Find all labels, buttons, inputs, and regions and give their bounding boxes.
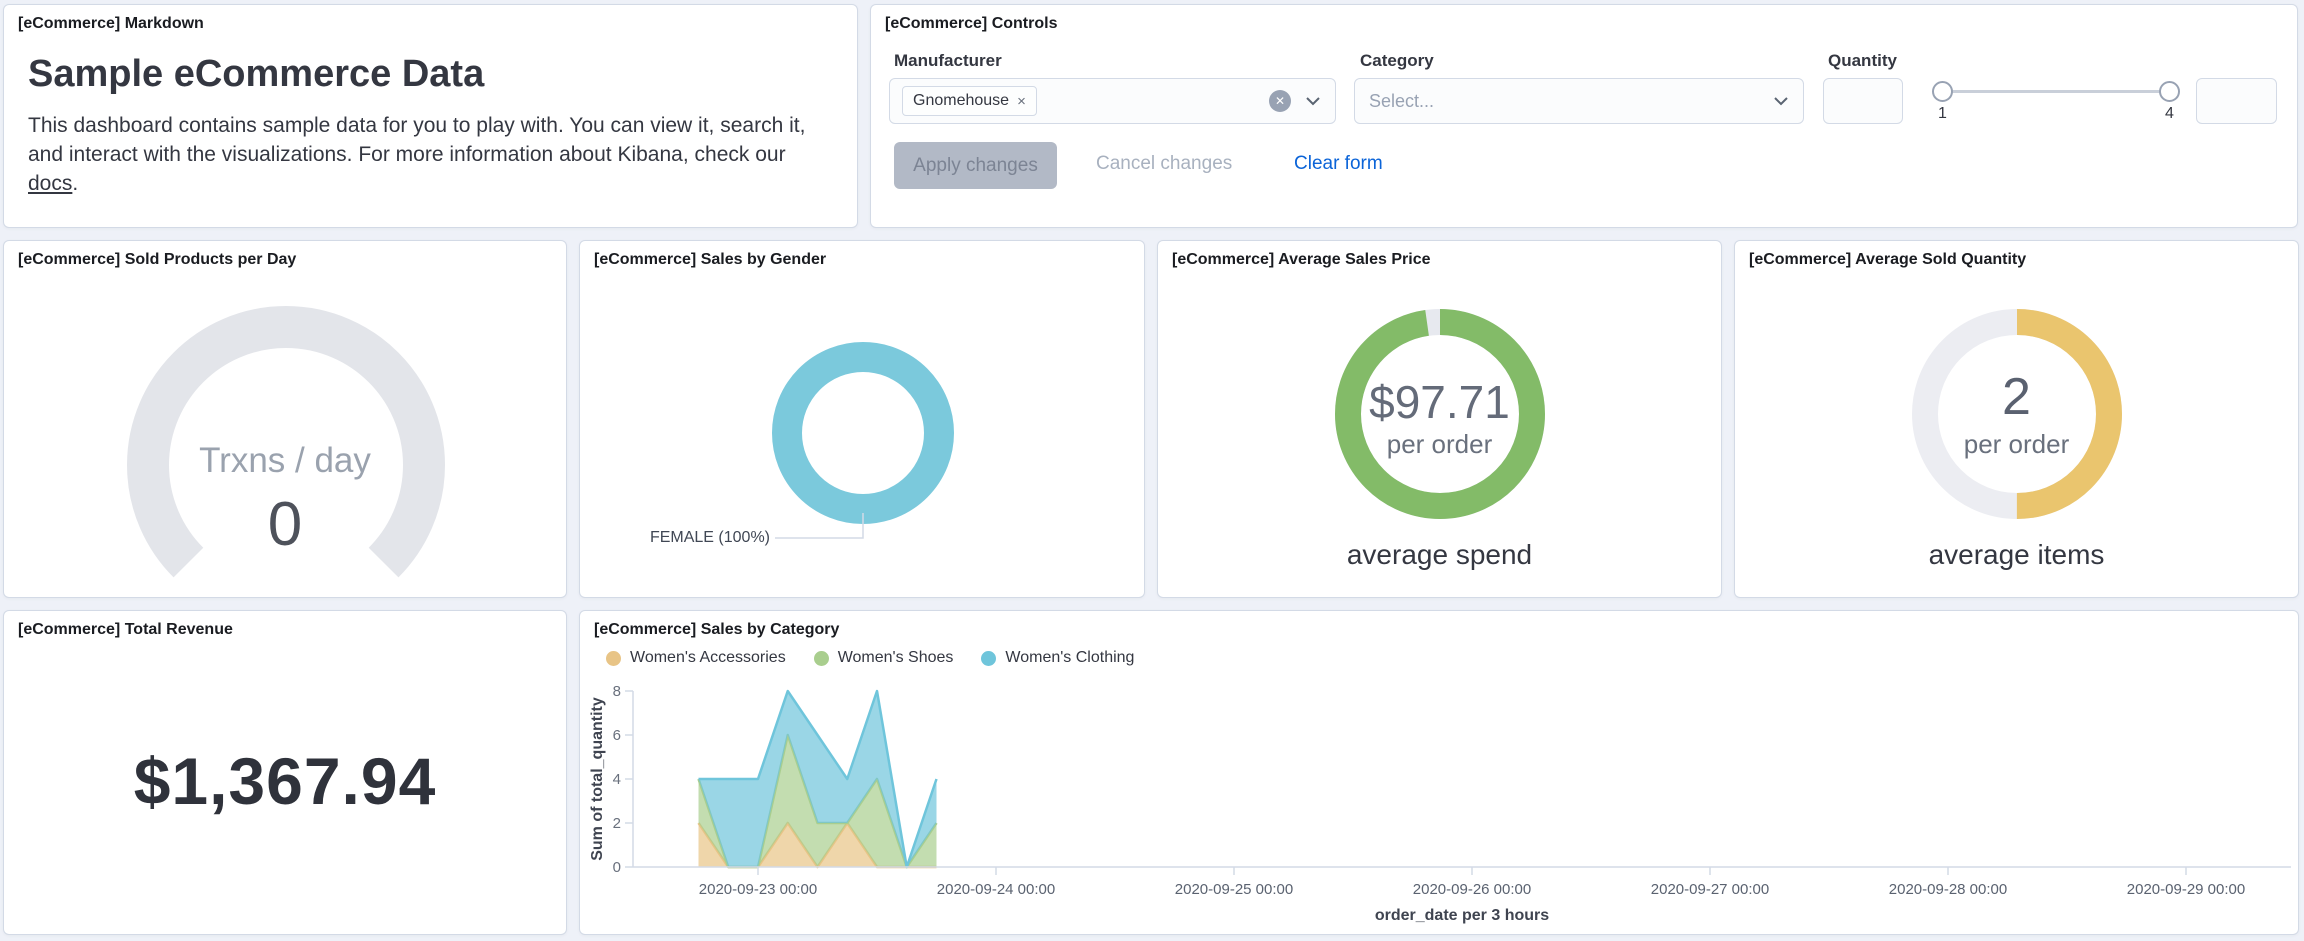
panel-markdown: [eCommerce] Markdown Sample eCommerce Da… [3, 4, 858, 228]
panel-title: [eCommerce] Average Sold Quantity [1749, 251, 2027, 268]
quantity-slider-track[interactable] [1938, 90, 2172, 93]
cancel-changes-button[interactable]: Cancel changes [1096, 153, 1233, 174]
legend-dot-icon [813, 650, 829, 666]
price-unit: per order [1386, 429, 1493, 459]
panel-title: [eCommerce] Sales by Category [594, 621, 840, 638]
manufacturer-combobox[interactable]: Gnomehouse × ✕ [889, 78, 1336, 124]
chevron-down-icon[interactable] [1305, 96, 1321, 106]
panel-title: [eCommerce] Markdown [18, 15, 204, 32]
goal-progress-ring [1912, 309, 2122, 519]
quantity-slider-handle-max[interactable] [2159, 81, 2180, 102]
manufacturer-selected-pill[interactable]: Gnomehouse × [902, 86, 1037, 116]
panel-title: [eCommerce] Average Sales Price [1172, 251, 1431, 268]
area-series-0 [698, 823, 937, 867]
panel-sales-by-category: [eCommerce] Sales by Category Women's Ac… [579, 610, 2299, 935]
quantity-max-tick: 4 [2165, 105, 2174, 122]
clear-form-button[interactable]: Clear form [1294, 153, 1383, 174]
gender-donut-slice[interactable] [772, 342, 954, 524]
gauge-chart [127, 306, 445, 578]
quantity-value: 2 [2002, 368, 2031, 426]
svg-text:4: 4 [613, 771, 621, 788]
gauge-arc [127, 306, 445, 578]
category-placeholder: Select... [1369, 91, 1435, 111]
legend-dot-icon [981, 650, 997, 666]
gauge-metric-label: Trxns / day [199, 441, 371, 480]
legend-item-clothing[interactable]: Women's Clothing [981, 649, 1134, 667]
price-goal-chart [1335, 309, 1545, 519]
quantity-caption: average items [1928, 539, 2105, 570]
quantity-min-tick: 1 [1938, 105, 1947, 122]
markdown-heading: Sample eCommerce Data [28, 53, 485, 95]
svg-text:6: 6 [613, 727, 621, 744]
goal-progress-ring [1335, 309, 1545, 519]
panel-sales-by-gender: [eCommerce] Sales by Gender FEMALE (100%… [579, 240, 1145, 598]
quantity-slider-handle-min[interactable] [1932, 81, 1953, 102]
panel-average-sold-quantity: [eCommerce] Average Sold Quantity 2 per … [1734, 240, 2299, 598]
price-caption: average spend [1346, 539, 1533, 570]
legend-label: Women's Clothing [1005, 649, 1135, 666]
panel-title: [eCommerce] Sales by Gender [594, 251, 827, 268]
markdown-body-text: This dashboard contains sample data for … [28, 114, 806, 166]
total-revenue-value: $1,367.94 [133, 744, 437, 818]
panel-sold-products-per-day: [eCommerce] Sold Products per Day Trxns … [3, 240, 567, 598]
legend-label: Women's Shoes [837, 649, 954, 666]
svg-text:2020-09-27 00:00: 2020-09-27 00:00 [1651, 881, 1769, 898]
svg-text:2020-09-23 00:00: 2020-09-23 00:00 [699, 881, 817, 898]
clear-manufacturer-icon[interactable]: ✕ [1269, 90, 1291, 112]
area-series-line-2 [698, 689, 938, 869]
docs-link[interactable]: docs [28, 172, 73, 195]
manufacturer-label: Manufacturer [894, 51, 1002, 70]
panel-title: [eCommerce] Sold Products per Day [18, 251, 297, 268]
svg-text:2020-09-24 00:00: 2020-09-24 00:00 [937, 881, 1055, 898]
quantity-unit: per order [1963, 429, 2070, 459]
panel-title: [eCommerce] Total Revenue [18, 621, 233, 638]
panel-title: [eCommerce] Controls [885, 15, 1058, 32]
panel-controls: [eCommerce] Controls Manufacturer Gnomeh… [870, 4, 2298, 228]
slice-label-connector [775, 513, 864, 539]
markdown-body: This dashboard contains sample data for … [28, 111, 828, 198]
markdown-body-period: . [72, 172, 79, 195]
gender-donut-chart [772, 342, 954, 539]
svg-text:2020-09-28 00:00: 2020-09-28 00:00 [1889, 881, 2007, 898]
svg-text:2: 2 [613, 815, 621, 832]
stacked-area-chart: 0 2 4 6 8 2020-09-23 00:00 2020-09-24 00:00 202… [589, 683, 2291, 924]
svg-text:2020-09-25 00:00: 2020-09-25 00:00 [1175, 881, 1293, 898]
legend-item-shoes[interactable]: Women's Shoes [813, 649, 954, 667]
panel-total-revenue: [eCommerce] Total Revenue $1,367.94 [3, 610, 567, 935]
legend-item-accessories[interactable]: Women's Accessories [606, 649, 786, 667]
quantity-max-input[interactable] [2196, 78, 2277, 124]
quantity-goal-chart [1912, 309, 2122, 519]
legend-dot-icon [606, 650, 621, 666]
quantity-min-input[interactable] [1823, 78, 1903, 124]
chevron-down-icon[interactable] [1773, 96, 1789, 106]
quantity-label: Quantity [1828, 51, 1897, 70]
area-series-2 [698, 691, 937, 867]
price-value: $97.71 [1369, 376, 1510, 428]
area-series-1 [698, 735, 937, 867]
gauge-metric-value: 0 [267, 490, 303, 559]
category-select[interactable]: Select... [1354, 78, 1804, 124]
remove-manufacturer-icon[interactable]: × [1017, 92, 1026, 110]
svg-text:order_date per 3 hours: order_date per 3 hours [1375, 907, 1549, 924]
legend-label: Women's Accessories [630, 649, 786, 666]
apply-changes-button[interactable]: Apply changes [894, 142, 1057, 189]
manufacturer-selected-value: Gnomehouse [913, 92, 1010, 109]
gender-slice-label: FEMALE (100%) [649, 529, 770, 546]
chart-legend: Women's Accessories Women's Shoes Women'… [606, 649, 1134, 667]
svg-text:2020-09-26 00:00: 2020-09-26 00:00 [1413, 881, 1531, 898]
svg-text:2020-09-29 00:00: 2020-09-29 00:00 [2127, 881, 2245, 898]
svg-text:0: 0 [613, 859, 621, 876]
category-label: Category [1360, 51, 1434, 70]
svg-text:Sum of total_quantity: Sum of total_quantity [589, 697, 606, 861]
svg-text:8: 8 [613, 683, 621, 700]
panel-average-sales-price: [eCommerce] Average Sales Price $97.71 p… [1157, 240, 1722, 598]
